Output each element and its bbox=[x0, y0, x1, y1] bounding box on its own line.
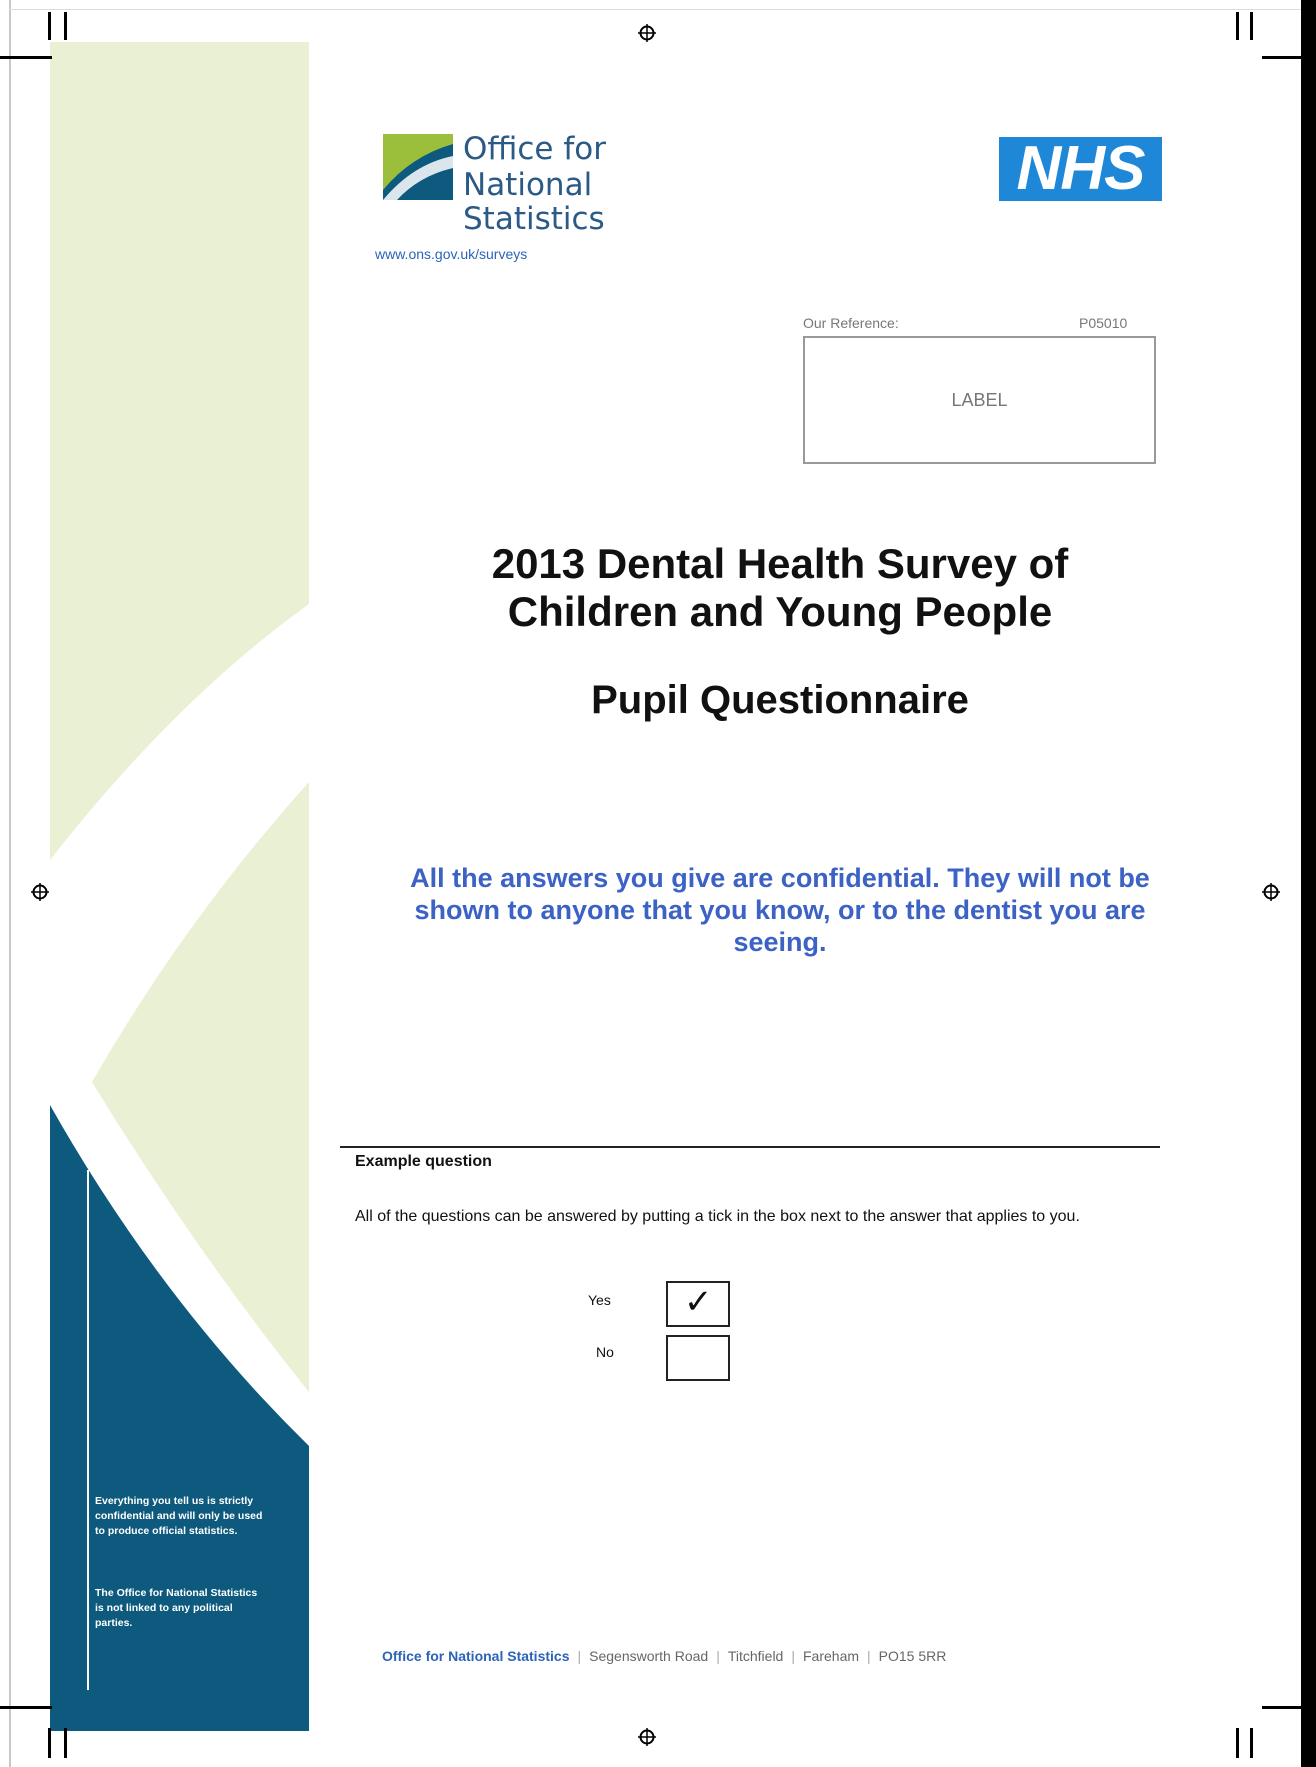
crop-mark bbox=[0, 56, 52, 59]
confidentiality-notice: All the answers you give are confidentia… bbox=[410, 863, 1150, 957]
option-label-yes: Yes bbox=[588, 1292, 611, 1308]
footer-separator: | bbox=[867, 1648, 871, 1664]
crop-mark bbox=[1250, 12, 1253, 40]
checkbox-no[interactable] bbox=[666, 1335, 730, 1381]
footer-separator: | bbox=[716, 1648, 720, 1664]
survey-title-line1: 2013 Dental Health Survey of bbox=[491, 540, 1069, 587]
footer-address: Office for National Statistics | Segenswor… bbox=[382, 1648, 946, 1664]
registration-mark-icon bbox=[638, 24, 656, 42]
example-question-heading: Example question bbox=[355, 1153, 492, 1170]
page-edge-right bbox=[1301, 0, 1316, 1767]
reference-code: P05010 bbox=[1079, 315, 1128, 331]
checkbox-yes[interactable] bbox=[666, 1281, 730, 1327]
example-question-instruction: All of the questions can be answered by … bbox=[355, 1208, 1080, 1225]
footer-address-postcode: PO15 5RR bbox=[878, 1648, 947, 1664]
ons-logo-mark-icon bbox=[383, 134, 453, 200]
address-label-box: LABEL bbox=[803, 336, 1156, 464]
ons-logo: Office for National Statistics bbox=[383, 131, 723, 236]
crop-mark bbox=[48, 1728, 51, 1758]
footer-org-name: Office for National Statistics bbox=[382, 1648, 570, 1664]
footer-separator: | bbox=[791, 1648, 795, 1664]
reference-caption: Our Reference: bbox=[803, 315, 899, 331]
survey-title-line2: Children and Young People bbox=[507, 588, 1053, 635]
side-panel-artwork bbox=[50, 42, 309, 1731]
crop-mark bbox=[0, 1706, 52, 1709]
crop-mark bbox=[1236, 1728, 1239, 1758]
crop-mark bbox=[48, 12, 51, 40]
side-note-political: The Office for National Statistics is no… bbox=[95, 1587, 258, 1629]
label-placeholder: LABEL bbox=[951, 390, 1008, 410]
footer-address-street: Segensworth Road bbox=[589, 1648, 709, 1664]
crop-mark bbox=[64, 1728, 67, 1758]
crop-mark bbox=[1250, 1728, 1253, 1758]
ons-logo-text-line1: Office for bbox=[463, 131, 606, 167]
crop-mark bbox=[1236, 12, 1239, 40]
crop-mark bbox=[1262, 1706, 1316, 1709]
footer-address-city: Fareham bbox=[803, 1648, 860, 1664]
footer-address-town: Titchfield bbox=[727, 1648, 784, 1664]
option-label-no: No bbox=[596, 1344, 614, 1360]
tick-icon: ✓ bbox=[684, 1283, 713, 1321]
section-divider bbox=[340, 1146, 1160, 1148]
registration-mark-icon bbox=[31, 883, 49, 901]
nhs-logo: NHS bbox=[999, 137, 1162, 201]
questionnaire-subtitle: Pupil Questionnaire bbox=[591, 678, 969, 722]
survey-website-link[interactable]: www.ons.gov.uk/surveys bbox=[375, 246, 528, 262]
page-edge-left bbox=[9, 0, 11, 1767]
registration-mark-icon bbox=[638, 1728, 656, 1746]
registration-mark-icon bbox=[1262, 883, 1280, 901]
page-edge-top bbox=[9, 9, 1301, 10]
ons-logo-text-line2: National Statistics bbox=[463, 167, 605, 237]
crop-mark bbox=[1262, 56, 1316, 59]
footer-separator: | bbox=[577, 1648, 582, 1664]
side-note-confidential: Everything you tell us is strictly confi… bbox=[95, 1495, 263, 1537]
crop-mark bbox=[64, 12, 67, 40]
